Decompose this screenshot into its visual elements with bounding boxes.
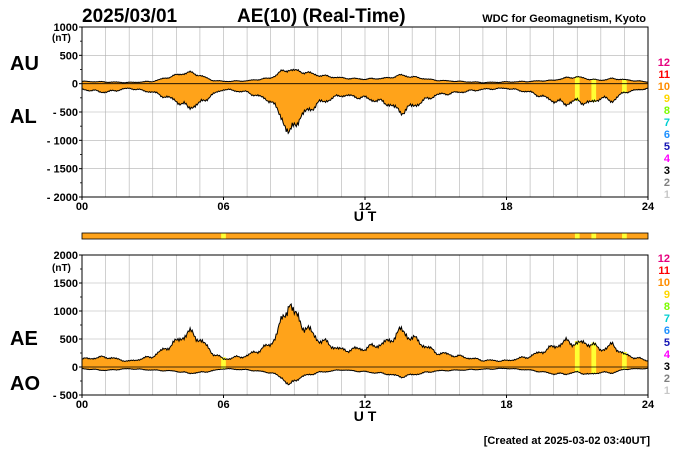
lower-legend-number: 5 [664,337,670,349]
lower-legend-number: 9 [664,289,670,301]
upper-au-al-area [82,69,648,134]
upper-legend-number: 1 [664,189,670,201]
upper-y-tick-label: - 2000 [47,192,78,204]
upper-legend-number: 7 [664,117,670,129]
lower-plot-frame [81,254,649,396]
lower-legend-number: 2 [664,373,670,385]
lower-x-tick-label: 18 [500,399,512,411]
upper-al-line [81,87,649,135]
upper-y-tick-label: - 500 [53,107,78,119]
upper-y-tick-label: 500 [60,50,78,62]
upper-unit-label: (nT) [52,33,71,44]
lower-legend-number: 8 [664,301,670,313]
activity-strip [81,232,649,240]
activity-strip-highlight [622,233,627,239]
lower-ao-line [81,367,649,386]
upper-legend-number: 12 [658,57,670,69]
lower-y-tick-label: 1000 [54,306,78,318]
upper-plot-frame [81,26,649,198]
lower-ae-line [81,303,649,363]
upper-x-tick-label: 24 [642,201,655,213]
lower-x-tick-label: 00 [76,399,88,411]
date-title: 2025/03/01 [82,6,178,27]
organization-label: WDC for Geomagnetism, Kyoto [482,13,646,25]
activity-strip-highlight [574,233,580,239]
upper-y-tick-label: 1000 [54,22,78,34]
lower-legend-number: 6 [664,325,670,337]
upper-highlight-band [591,79,597,102]
upper-au-line [81,68,649,84]
lower-x-axis-title: U T [354,408,377,424]
al-label: AL [10,106,37,128]
lower-y-tick-label: - 500 [53,390,78,402]
lower-legend-number: 11 [658,265,670,277]
lower-y-tick-label: 2000 [54,250,78,262]
lower-legend-number: 7 [664,313,670,325]
upper-legend-number: 4 [664,153,671,165]
lower-x-tick-label: 24 [642,399,655,411]
lower-x-tick-label: 06 [217,399,229,411]
upper-x-tick-label: 06 [217,201,229,213]
upper-highlight-band [622,79,627,94]
upper-y-tick-label: - 1500 [47,164,78,176]
upper-legend-number: 5 [664,141,670,153]
upper-legend-number: 9 [664,93,670,105]
lower-highlight-band [574,341,580,373]
upper-x-axis-title: U T [354,208,377,224]
lower-legend-number: 1 [664,385,670,397]
lower-y-tick-label: 1500 [54,278,78,290]
upper-legend-number: 8 [664,105,670,117]
upper-legend-number: 6 [664,129,670,141]
upper-legend-number: 10 [658,81,670,93]
lower-legend-number: 12 [658,253,670,265]
lower-x-tick-label: 12 [359,399,371,411]
au-label: AU [10,53,39,75]
lower-y-tick-label: 0 [72,362,78,374]
upper-highlight-band [574,76,580,101]
upper-x-tick-label: 12 [359,201,371,213]
upper-x-tick-label: 18 [500,201,512,213]
created-timestamp: [Created at 2025-03-02 03:40UT] [484,435,651,447]
index-title: AE(10) (Real-Time) [237,6,406,27]
upper-legend-number: 3 [664,165,670,177]
activity-strip-highlight [221,233,226,239]
lower-highlight-band [591,342,597,374]
lower-legend-number: 10 [658,277,670,289]
lower-highlight-band [622,352,627,370]
lower-unit-label: (nT) [52,263,71,274]
lower-legend-number: 3 [664,361,670,373]
ao-label: AO [10,373,40,395]
upper-legend-number: 11 [658,69,670,81]
ae-label: AE [10,328,38,350]
upper-legend-number: 2 [664,177,670,189]
lower-highlight-band [221,357,226,370]
upper-y-tick-label: - 1000 [47,135,78,147]
lower-legend-number: 4 [664,349,671,361]
upper-x-tick-label: 00 [76,201,88,213]
upper-y-tick-label: 0 [72,79,78,91]
lower-y-tick-label: 500 [60,334,78,346]
activity-strip-highlight [591,233,597,239]
